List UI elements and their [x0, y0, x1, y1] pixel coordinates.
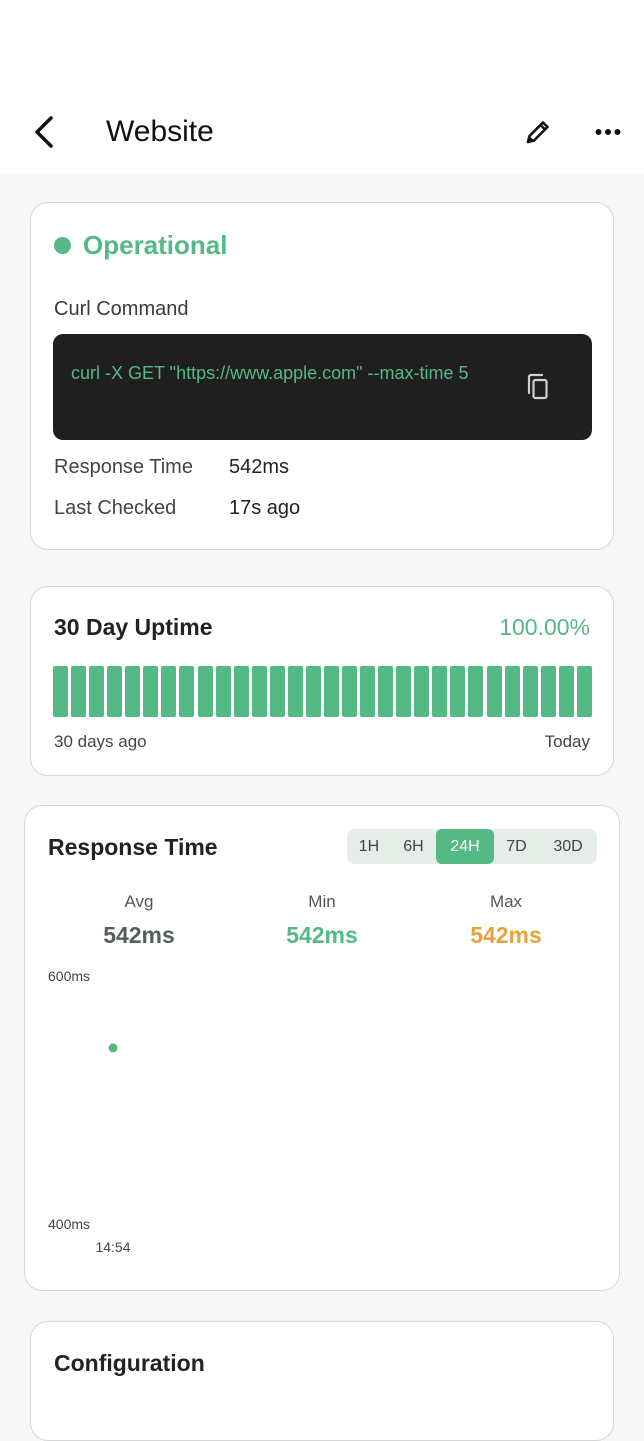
data-point: [108, 1043, 118, 1053]
uptime-end-label: Today: [544, 732, 590, 751]
uptime-day-bar: [432, 666, 448, 717]
uptime-title: 30 Day Uptime: [54, 614, 213, 640]
uptime-day-bar: [71, 666, 87, 717]
uptime-day-bar: [486, 666, 502, 717]
configuration-card: Configuration: [30, 1321, 614, 1441]
uptime-day-bar: [522, 666, 538, 717]
uptime-day-bar: [414, 666, 430, 717]
y-tick-label: 600ms: [48, 968, 90, 984]
app-header: Website: [0, 0, 644, 173]
uptime-day-bar: [251, 666, 267, 717]
uptime-bar-strip: [53, 666, 592, 717]
uptime-day-bar: [540, 666, 556, 717]
response-time-value: 542ms: [229, 456, 290, 478]
uptime-day-bar: [215, 666, 231, 717]
edit-button[interactable]: [518, 112, 558, 152]
uptime-day-bar: [233, 666, 249, 717]
uptime-day-bar: [53, 666, 68, 717]
max-value: 542ms: [470, 922, 542, 948]
uptime-day-bar: [468, 666, 484, 717]
uptime-day-bar: [89, 666, 105, 717]
status-text: Operational: [83, 230, 228, 260]
uptime-day-bar: [450, 666, 466, 717]
tab-7d[interactable]: 7D: [506, 838, 527, 855]
more-options-button[interactable]: [588, 112, 628, 152]
avg-label: Avg: [124, 892, 154, 911]
last-checked-label: Last Checked: [54, 497, 177, 519]
pencil-icon: [526, 121, 549, 144]
uptime-day-bar: [197, 666, 213, 717]
response-time-title: Response Time: [48, 834, 218, 860]
uptime-percent: 100.00%: [499, 614, 590, 640]
copy-icon: [527, 373, 548, 400]
min-value: 542ms: [286, 922, 358, 948]
response-time-label: Response Time: [54, 456, 193, 478]
uptime-day-bar: [107, 666, 123, 717]
tab-6h[interactable]: 6H: [403, 838, 424, 855]
y-tick-label: 400ms: [48, 1216, 90, 1232]
uptime-day-bar: [558, 666, 574, 717]
chevron-left-icon: [35, 116, 53, 148]
uptime-day-bar: [161, 666, 177, 717]
back-button[interactable]: [24, 112, 64, 152]
copy-button[interactable]: [521, 370, 555, 404]
uptime-day-bar: [287, 666, 303, 717]
uptime-day-bar: [576, 666, 592, 717]
uptime-day-bar: [305, 666, 321, 717]
uptime-day-bar: [504, 666, 520, 717]
more-horizontal-icon: [595, 129, 621, 135]
curl-command-text: curl -X GET "https://www.apple.com" --ma…: [71, 363, 469, 383]
status-dot-icon: [54, 237, 71, 254]
avg-value: 542ms: [103, 922, 175, 948]
curl-command-box: curl -X GET "https://www.apple.com" --ma…: [53, 334, 592, 440]
tab-30d[interactable]: 30D: [553, 838, 583, 855]
uptime-day-bar: [360, 666, 376, 717]
tab-24h[interactable]: 24H: [436, 829, 494, 864]
configuration-title: Configuration: [54, 1350, 205, 1376]
curl-command-label: Curl Command: [54, 298, 189, 320]
max-label: Max: [489, 892, 523, 911]
uptime-day-bar: [378, 666, 394, 717]
uptime-day-bar: [323, 666, 339, 717]
response-time-card: Response Time 1H 6H 24H 7D 30D Avg 542ms Min…: [24, 805, 620, 1291]
page-title: Website: [106, 115, 214, 148]
status-card: Operational Curl Command curl -X GET "ht…: [30, 202, 614, 550]
response-time-chart: 600ms 400ms 14:54: [48, 968, 131, 1255]
uptime-day-bar: [342, 666, 357, 717]
uptime-start-label: 30 days ago: [54, 732, 147, 751]
uptime-card: 30 Day Uptime 100.00% 30 days ago Today: [30, 586, 614, 776]
uptime-day-bar: [143, 666, 159, 717]
uptime-day-bar: [269, 666, 285, 717]
x-tick-label: 14:54: [95, 1239, 130, 1255]
last-checked-value: 17s ago: [229, 497, 301, 519]
uptime-day-bar: [179, 666, 195, 717]
range-selector: 1H 6H 24H 7D 30D: [347, 829, 597, 864]
uptime-day-bar: [396, 666, 412, 717]
min-label: Min: [308, 892, 336, 911]
tab-1h[interactable]: 1H: [358, 838, 380, 855]
uptime-day-bar: [125, 666, 141, 717]
